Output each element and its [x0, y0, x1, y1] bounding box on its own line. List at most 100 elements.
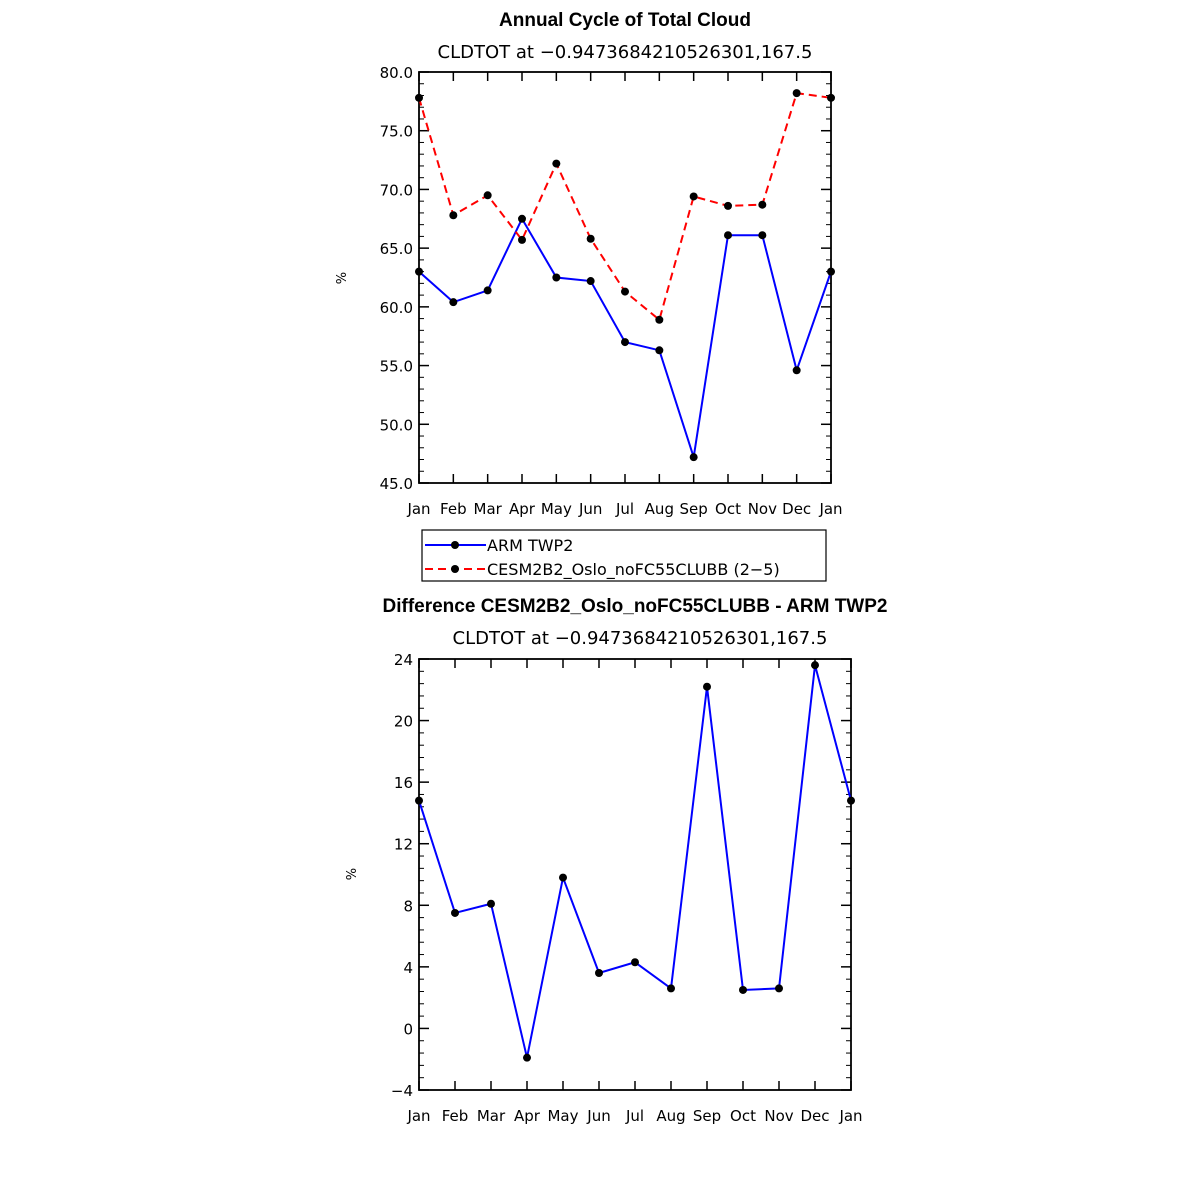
bottom-chart-series-0-point: [739, 985, 747, 994]
top-chart-series-0-point: [449, 298, 458, 307]
top-chart-x-tick-label: Aug: [645, 500, 674, 518]
top-chart-x-tick-label: Jun: [578, 500, 602, 518]
top-chart-series-1-point: [621, 287, 629, 296]
bottom-chart-y-tick-label: 24: [394, 651, 413, 669]
bottom-chart-series-0-point: [559, 873, 567, 882]
top-chart-y-axis-label: %: [335, 272, 350, 284]
top-chart-series-1-point: [689, 192, 698, 201]
bottom-chart-series-0-point: [523, 1053, 531, 1062]
bottom-chart-frame: [418, 658, 852, 1091]
bottom-chart-series-0-point: [415, 796, 423, 805]
top-chart-series-0-point: [586, 277, 595, 286]
top-chart-y-tick-label: 45.0: [380, 475, 413, 493]
top-chart-plot: Jan Feb Mar Apr May Jun Jul Aug Sep Oct Nov Dec Jan 4…: [380, 64, 843, 518]
bottom-chart-plot: Jan Feb Mar Apr May Jun Jul Aug Sep Oct Nov Dec Jan −…: [391, 651, 863, 1125]
bottom-chart-title: Difference CESM2B2_Oslo_noFC55CLUBB - AR…: [383, 596, 888, 617]
bottom-chart-x-tick-label: Jan: [406, 1107, 430, 1125]
top-chart-series-0-point: [792, 366, 801, 375]
top-chart-series-1-point: [827, 93, 835, 102]
bottom-chart-series-0-point: [811, 661, 819, 670]
bottom-chart-y-tick-label: 0: [403, 1020, 413, 1038]
legend: ARM TWP2 CESM2B2_Oslo_noFC55CLUBB (2−5): [421, 529, 827, 582]
bottom-chart-x-tick-label: Aug: [656, 1107, 685, 1125]
bottom-chart-y-tick-label: 12: [394, 836, 413, 854]
top-chart-y-tick-label: 55.0: [380, 358, 413, 376]
bottom-chart-series-0-point: [775, 984, 783, 993]
top-chart-series-1-point: [724, 201, 732, 210]
top-chart-series-0-point: [758, 231, 767, 240]
top-chart-y-tick-label: 80.0: [380, 64, 413, 82]
top-chart-x-tick-label: Apr: [509, 500, 536, 518]
top-chart-series-0-point: [621, 338, 629, 347]
top-chart-title: Annual Cycle of Total Cloud: [499, 10, 751, 31]
bottom-chart-series-0-point: [847, 796, 855, 805]
bottom-chart-y-tick-label: −4: [391, 1082, 413, 1100]
bottom-chart-x-tick-label: Jan: [838, 1107, 862, 1125]
bottom-chart-series-0-point: [667, 984, 675, 993]
bottom-chart-x-tick-label: Jul: [625, 1107, 644, 1125]
legend-label-cesm: CESM2B2_Oslo_noFC55CLUBB (2−5): [487, 560, 780, 580]
bottom-chart-x-tick-label: Nov: [764, 1107, 793, 1125]
top-chart-series-0-point: [655, 346, 664, 355]
bottom-chart-y-tick-label: 4: [403, 959, 413, 977]
top-chart-y-tick-label: 65.0: [380, 240, 413, 258]
bottom-chart-x-tick-label: Feb: [442, 1107, 469, 1125]
bottom-chart-x-tick-label: Oct: [730, 1107, 756, 1125]
top-chart-x-tick-label: Dec: [782, 500, 811, 518]
top-chart-series-0-point: [724, 231, 732, 240]
top-chart-series-0-point: [415, 267, 423, 276]
top-chart-series-0-point: [518, 214, 526, 223]
top-chart-x-tick-label: Nov: [748, 500, 777, 518]
legend-box: [421, 529, 827, 582]
top-chart-x-tick-label: Feb: [440, 500, 467, 518]
top-chart-series-0-point: [483, 286, 492, 295]
legend-marker-arm: [451, 541, 459, 549]
top-chart-y-tick-label: 50.0: [380, 416, 413, 434]
top-chart-y-tick-label: 75.0: [380, 123, 413, 141]
top-chart-series-0-point: [552, 273, 561, 282]
top-chart-frame: [418, 71, 832, 484]
bottom-chart-series-0-point: [487, 899, 495, 908]
bottom-chart-x-tick-label: Apr: [514, 1107, 541, 1125]
bottom-chart-series-0-point: [595, 969, 603, 978]
legend-marker-cesm: [451, 565, 459, 573]
bottom-chart-series-0-point: [703, 682, 711, 691]
top-chart-series-1-point: [655, 315, 664, 324]
legend-label-arm: ARM TWP2: [487, 536, 573, 555]
top-chart-series-0-point: [827, 267, 835, 276]
bottom-chart-series-0-point: [451, 908, 459, 917]
top-chart-series-0-line: [418, 216, 832, 458]
top-chart-series-1-point: [758, 200, 767, 209]
top-chart-x-tick-label: Oct: [715, 500, 741, 518]
top-chart-x-tick-label: Mar: [474, 500, 503, 518]
top-chart-x-tick-label: Jan: [406, 500, 430, 518]
top-chart-x-tick-label: Jul: [615, 500, 634, 518]
bottom-chart-y-tick-label: 20: [394, 713, 413, 731]
top-chart-x-tick-label: Sep: [680, 500, 708, 518]
bottom-chart-x-tick-label: Jun: [586, 1107, 610, 1125]
bottom-chart-x-tick-label: Sep: [693, 1107, 721, 1125]
bottom-chart-series-0-line: [418, 664, 852, 1058]
top-chart-x-tick-label: Jan: [818, 500, 842, 518]
top-chart-series-1-point: [792, 89, 801, 98]
top-chart-x-tick-label: May: [541, 500, 572, 518]
top-chart-series-1-point: [415, 93, 423, 102]
bottom-chart-x-tick-label: Mar: [477, 1107, 506, 1125]
top-chart-series-0-point: [689, 453, 698, 462]
top-chart-series-1-point: [586, 234, 595, 243]
top-chart-y-tick-label: 60.0: [380, 299, 413, 317]
bottom-chart-series-0-point: [631, 958, 639, 967]
bottom-chart-y-axis-label: %: [345, 868, 360, 880]
bottom-chart-subtitle: CLDTOT at −0.9473684210526301,167.5: [453, 628, 828, 649]
top-chart-series-1-point: [449, 211, 458, 220]
top-chart-subtitle: CLDTOT at −0.9473684210526301,167.5: [438, 42, 813, 63]
top-chart-series-1-point: [552, 159, 561, 168]
bottom-chart-y-tick-label: 16: [394, 774, 413, 792]
top-chart-y-tick-label: 70.0: [380, 181, 413, 199]
bottom-chart-y-tick-label: 8: [403, 897, 413, 915]
bottom-chart-x-tick-label: May: [547, 1107, 578, 1125]
top-chart-series-1-point: [483, 191, 492, 200]
top-chart-series-1-line: [418, 92, 832, 322]
top-chart-series-1-point: [518, 235, 526, 244]
